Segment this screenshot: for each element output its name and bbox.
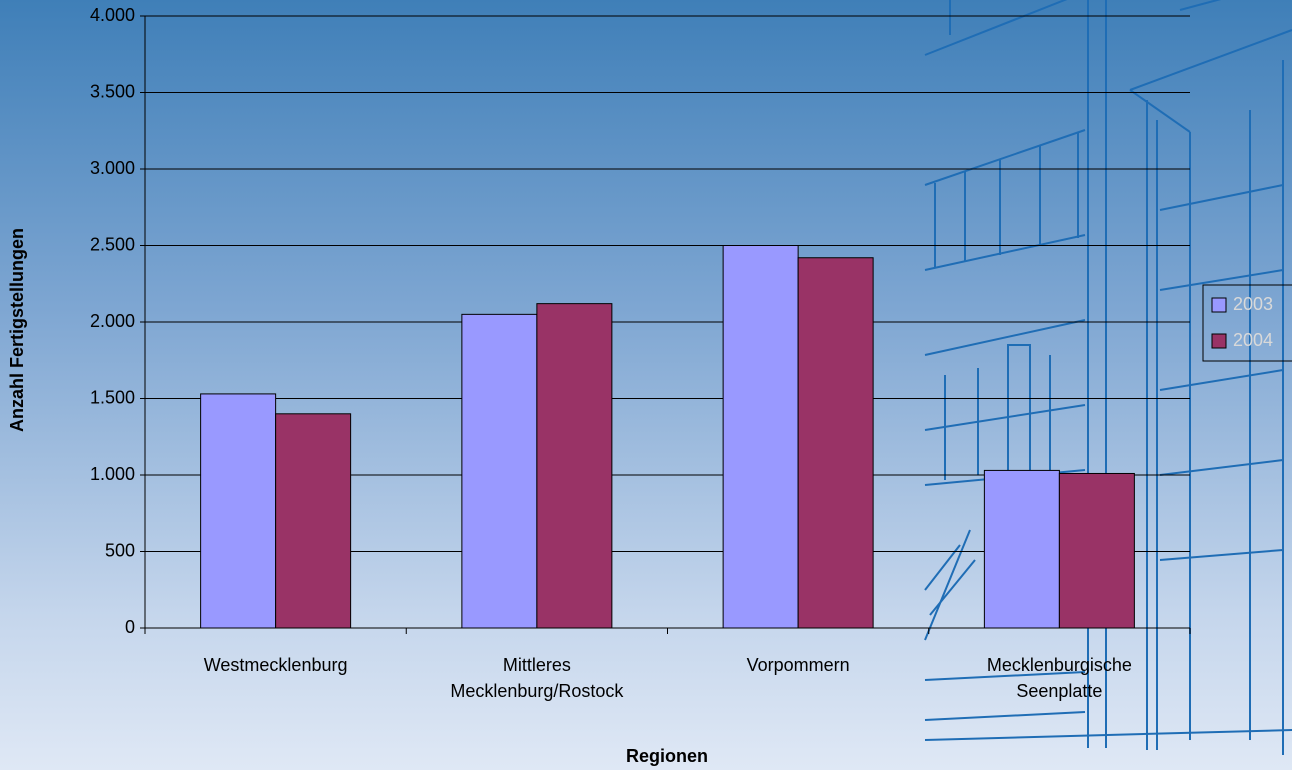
bar (275, 413, 352, 629)
bar (200, 393, 277, 629)
y-tick-label: 3.000 (90, 158, 135, 178)
y-tick-label: 1.500 (90, 387, 135, 407)
bar (983, 469, 1060, 629)
y-axis-title: Anzahl Fertigstellungen (7, 228, 27, 432)
y-tick-label: 2.500 (90, 234, 135, 254)
y-tick-label: 4.000 (90, 5, 135, 25)
bar (797, 257, 874, 629)
y-tick-label: 2.000 (90, 311, 135, 331)
bar (1058, 472, 1135, 629)
y-tick-label: 3.500 (90, 81, 135, 101)
bar (722, 245, 799, 629)
y-tick-label: 0 (125, 617, 135, 637)
y-tick-label: 1.000 (90, 464, 135, 484)
x-axis-title: Regionen (626, 746, 708, 766)
bar (461, 313, 538, 629)
x-tick-label: Mittleres Mecklenburg/Rostock (450, 655, 624, 701)
legend-swatch (1211, 297, 1227, 313)
legend-label: 2003 (1233, 294, 1273, 314)
legend-swatch (1211, 333, 1227, 349)
legend-box (1202, 284, 1292, 362)
y-tick-label: 500 (105, 540, 135, 560)
bar (536, 303, 613, 629)
background-sketch (924, 0, 1292, 755)
x-tick-label: Westmecklenburg (203, 655, 348, 675)
x-tick-label: Mecklenburgische Seenplatte (986, 655, 1132, 701)
x-tick-label: Vorpommern (746, 655, 850, 675)
legend-label: 2004 (1233, 330, 1273, 350)
